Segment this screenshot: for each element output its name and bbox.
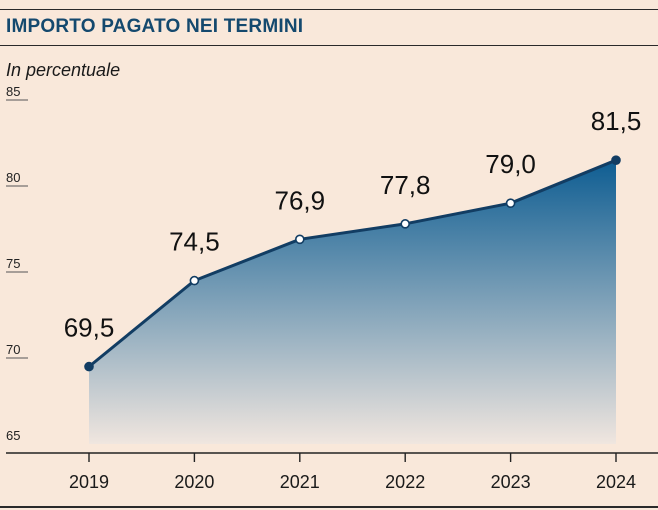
x-tick-label: 2022 [385, 472, 425, 492]
data-point [400, 219, 411, 229]
x-tick-label: 2019 [69, 472, 109, 492]
data-point [84, 361, 94, 372]
data-point [294, 234, 305, 245]
data-label: 69,5 [64, 313, 115, 343]
top-rule [0, 9, 658, 10]
x-tick-label: 2023 [491, 472, 531, 492]
title-rule [0, 45, 658, 46]
bottom-rule [0, 506, 658, 508]
data-point [189, 275, 200, 286]
x-tick-label: 2020 [174, 472, 214, 492]
data-point [505, 198, 516, 208]
chart-title: IMPORTO PAGATO NEI TERMINI [6, 16, 304, 37]
y-tick-label: 70 [6, 342, 20, 357]
series-line [88, 158, 617, 368]
x-tick-label: 2024 [596, 472, 636, 492]
y-tick-label: 75 [6, 256, 20, 271]
data-label: 81,5 [591, 106, 642, 136]
area-fill [89, 160, 616, 444]
data-label: 79,0 [485, 149, 536, 179]
data-label: 76,9 [274, 185, 325, 215]
chart-subtitle: In percentuale [6, 60, 121, 80]
data-point [611, 155, 621, 165]
x-tick-label: 2021 [280, 472, 320, 492]
y-tick-label: 85 [6, 84, 20, 99]
y-tick-label: 65 [6, 428, 20, 443]
data-label: 74,5 [169, 227, 220, 257]
y-tick-label: 80 [6, 170, 20, 185]
data-label: 77,8 [380, 170, 431, 200]
